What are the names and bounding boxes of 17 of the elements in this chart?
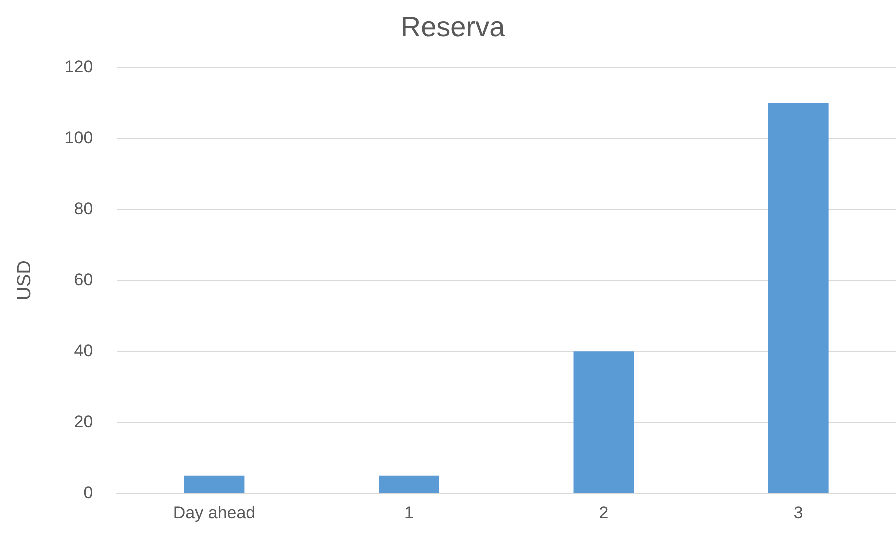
x-tick-label: Day ahead — [173, 503, 256, 522]
y-tick-label: 80 — [74, 199, 94, 218]
bar — [574, 352, 634, 494]
y-axis-title: USD — [14, 260, 36, 301]
bar — [379, 476, 440, 494]
chart-title: Reserva — [400, 12, 506, 43]
bar — [184, 476, 245, 494]
y-tick-label: 120 — [64, 57, 94, 76]
x-tick-label: 3 — [794, 503, 804, 522]
y-tick-label: 100 — [64, 128, 94, 148]
x-tick-label: 2 — [599, 503, 609, 522]
bar — [768, 103, 829, 494]
y-tick-label: 60 — [74, 270, 94, 290]
y-tick-label: 20 — [74, 412, 94, 432]
y-tick-label: 40 — [74, 341, 94, 360]
x-tick-label: 1 — [404, 503, 414, 522]
y-tick-label: 0 — [84, 483, 94, 502]
